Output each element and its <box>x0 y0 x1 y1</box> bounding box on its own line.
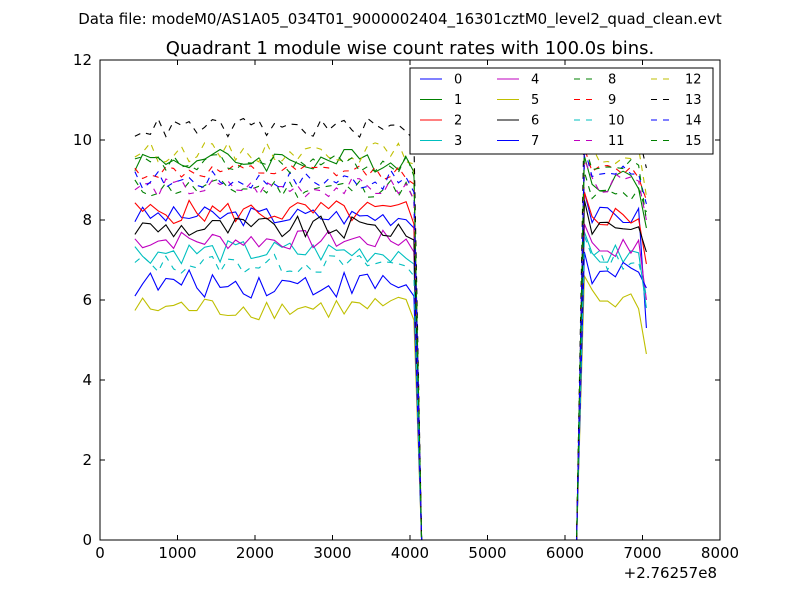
series-line-3 <box>134 231 647 541</box>
legend-label-1: 1 <box>454 93 462 108</box>
series-line-13 <box>134 103 647 541</box>
y-tick-label: 6 <box>82 291 92 309</box>
series-line-10 <box>134 235 647 541</box>
x-axis-offset-label: +2.76257e8 <box>624 564 717 582</box>
legend-label-8: 8 <box>608 73 616 88</box>
x-tick-label: 4000 <box>391 544 429 562</box>
legend-label-10: 10 <box>608 114 625 129</box>
x-tick-label: 5000 <box>468 544 506 562</box>
series-line-1 <box>134 148 647 541</box>
y-tick-label: 4 <box>82 371 92 389</box>
y-tick-label: 8 <box>82 211 92 229</box>
figure-suptitle: Data file: modeM0/AS1A05_034T01_90000024… <box>78 10 722 29</box>
series-line-11 <box>134 159 647 541</box>
y-tick-label: 2 <box>82 451 92 469</box>
series-line-4 <box>134 223 647 541</box>
x-tick-label: 7000 <box>623 544 661 562</box>
y-tick-label: 0 <box>82 531 92 549</box>
legend-label-12: 12 <box>685 73 702 88</box>
legend-label-3: 3 <box>454 134 462 149</box>
legend-label-5: 5 <box>531 93 539 108</box>
x-tick-label: 8000 <box>701 544 739 562</box>
x-tick-label: 2000 <box>236 544 274 562</box>
legend-label-6: 6 <box>531 114 539 129</box>
series-line-2 <box>134 191 647 541</box>
legend-label-2: 2 <box>454 114 462 129</box>
legend-label-9: 9 <box>608 93 616 108</box>
legend-label-0: 0 <box>454 73 462 88</box>
chart-title: Quadrant 1 module wise count rates with … <box>166 38 655 59</box>
series-line-6 <box>134 199 647 541</box>
axes-layer: 0 1000 2000 3000 4000 5000 6000 7000 80000246810… <box>73 51 739 562</box>
legend-label-14: 14 <box>685 114 702 129</box>
legend-label-13: 13 <box>685 93 702 108</box>
legend-label-7: 7 <box>531 134 539 149</box>
x-tick-label: 1000 <box>158 544 196 562</box>
series-line-5 <box>134 273 647 541</box>
y-tick-label: 10 <box>73 131 92 149</box>
series-line-7 <box>134 251 647 541</box>
legend-box <box>409 67 714 155</box>
y-tick-label: 12 <box>73 51 92 69</box>
x-tick-label: 3000 <box>313 544 351 562</box>
series-line-8 <box>134 171 647 541</box>
legend-label-11: 11 <box>608 134 625 149</box>
x-tick-label: 0 <box>95 544 105 562</box>
x-tick-label: 6000 <box>546 544 584 562</box>
legend-label-15: 15 <box>685 134 702 149</box>
legend-label-4: 4 <box>531 73 539 88</box>
